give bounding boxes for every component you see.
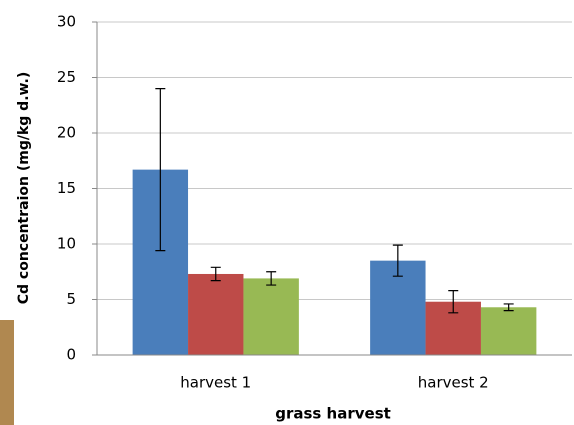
y-tick-label: 15 xyxy=(57,179,76,197)
y-tick-label: 10 xyxy=(57,235,76,253)
y-tick-label: 5 xyxy=(66,290,76,308)
y-tick-label: 20 xyxy=(57,124,76,142)
bar xyxy=(243,278,298,355)
y-tick-label: 0 xyxy=(66,346,76,364)
bar xyxy=(481,307,536,355)
y-tick-label: 25 xyxy=(57,68,76,86)
background-photo-fragment xyxy=(0,320,14,425)
x-tick-label: harvest 1 xyxy=(180,374,251,392)
x-axis-title: grass harvest xyxy=(275,405,391,423)
chart: grass harvest Cd concentraion (mg/kg d.w… xyxy=(0,0,574,425)
y-axis-title: Cd concentraion (mg/kg d.w.) xyxy=(16,72,32,305)
bar xyxy=(188,274,243,355)
x-tick-label: harvest 2 xyxy=(418,374,489,392)
y-tick-label: 30 xyxy=(57,13,76,31)
